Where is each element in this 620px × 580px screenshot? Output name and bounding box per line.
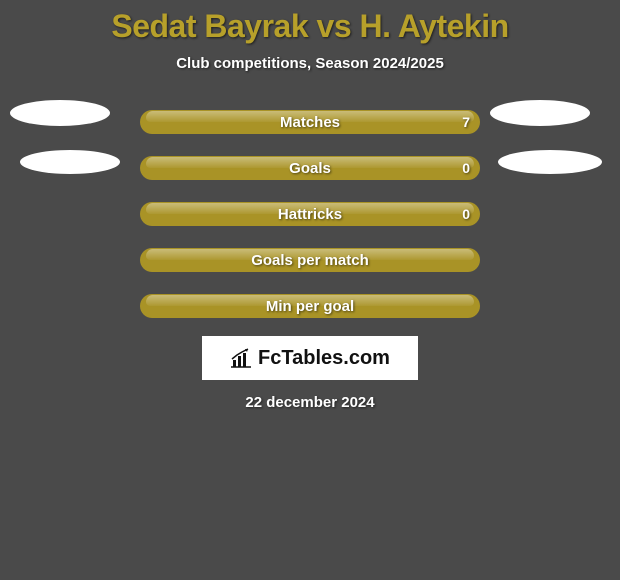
- decorative-ellipse: [498, 150, 602, 174]
- stat-bar: Goals per match: [140, 248, 480, 272]
- decorative-ellipse: [10, 100, 110, 126]
- stat-row: Goals 0: [0, 156, 620, 180]
- stat-label: Goals per match: [251, 252, 369, 269]
- comparison-infographic: Sedat Bayrak vs H. Aytekin Club competit…: [0, 0, 620, 580]
- stat-bar: Goals 0: [140, 156, 480, 180]
- brand-name: FcTables.com: [258, 347, 390, 370]
- stat-label: Goals: [289, 160, 331, 177]
- snapshot-date: 22 december 2024: [245, 394, 374, 411]
- page-subtitle: Club competitions, Season 2024/2025: [0, 55, 620, 72]
- footer: FcTables.com 22 december 2024: [0, 336, 620, 411]
- stat-label: Min per goal: [266, 298, 354, 315]
- stat-value: 0: [462, 160, 470, 176]
- stat-row: Goals per match: [0, 248, 620, 272]
- stat-label: Hattricks: [278, 206, 342, 223]
- stat-bar: Hattricks 0: [140, 202, 480, 226]
- stat-value: 0: [462, 206, 470, 222]
- decorative-ellipse: [20, 150, 120, 174]
- stat-bar: Matches 7: [140, 110, 480, 134]
- stat-value: 7: [462, 114, 470, 130]
- chart-icon: [230, 348, 252, 368]
- stat-row: Hattricks 0: [0, 202, 620, 226]
- page-title: Sedat Bayrak vs H. Aytekin: [0, 0, 620, 45]
- stat-row: Matches 7: [0, 110, 620, 134]
- decorative-ellipse: [490, 100, 590, 126]
- stat-row: Min per goal: [0, 294, 620, 318]
- stats-rows: Matches 7 Goals 0 Hattricks 0 Goals per match M…: [0, 110, 620, 318]
- stat-label: Matches: [280, 114, 340, 131]
- brand-logo-box: FcTables.com: [202, 336, 418, 380]
- stat-bar: Min per goal: [140, 294, 480, 318]
